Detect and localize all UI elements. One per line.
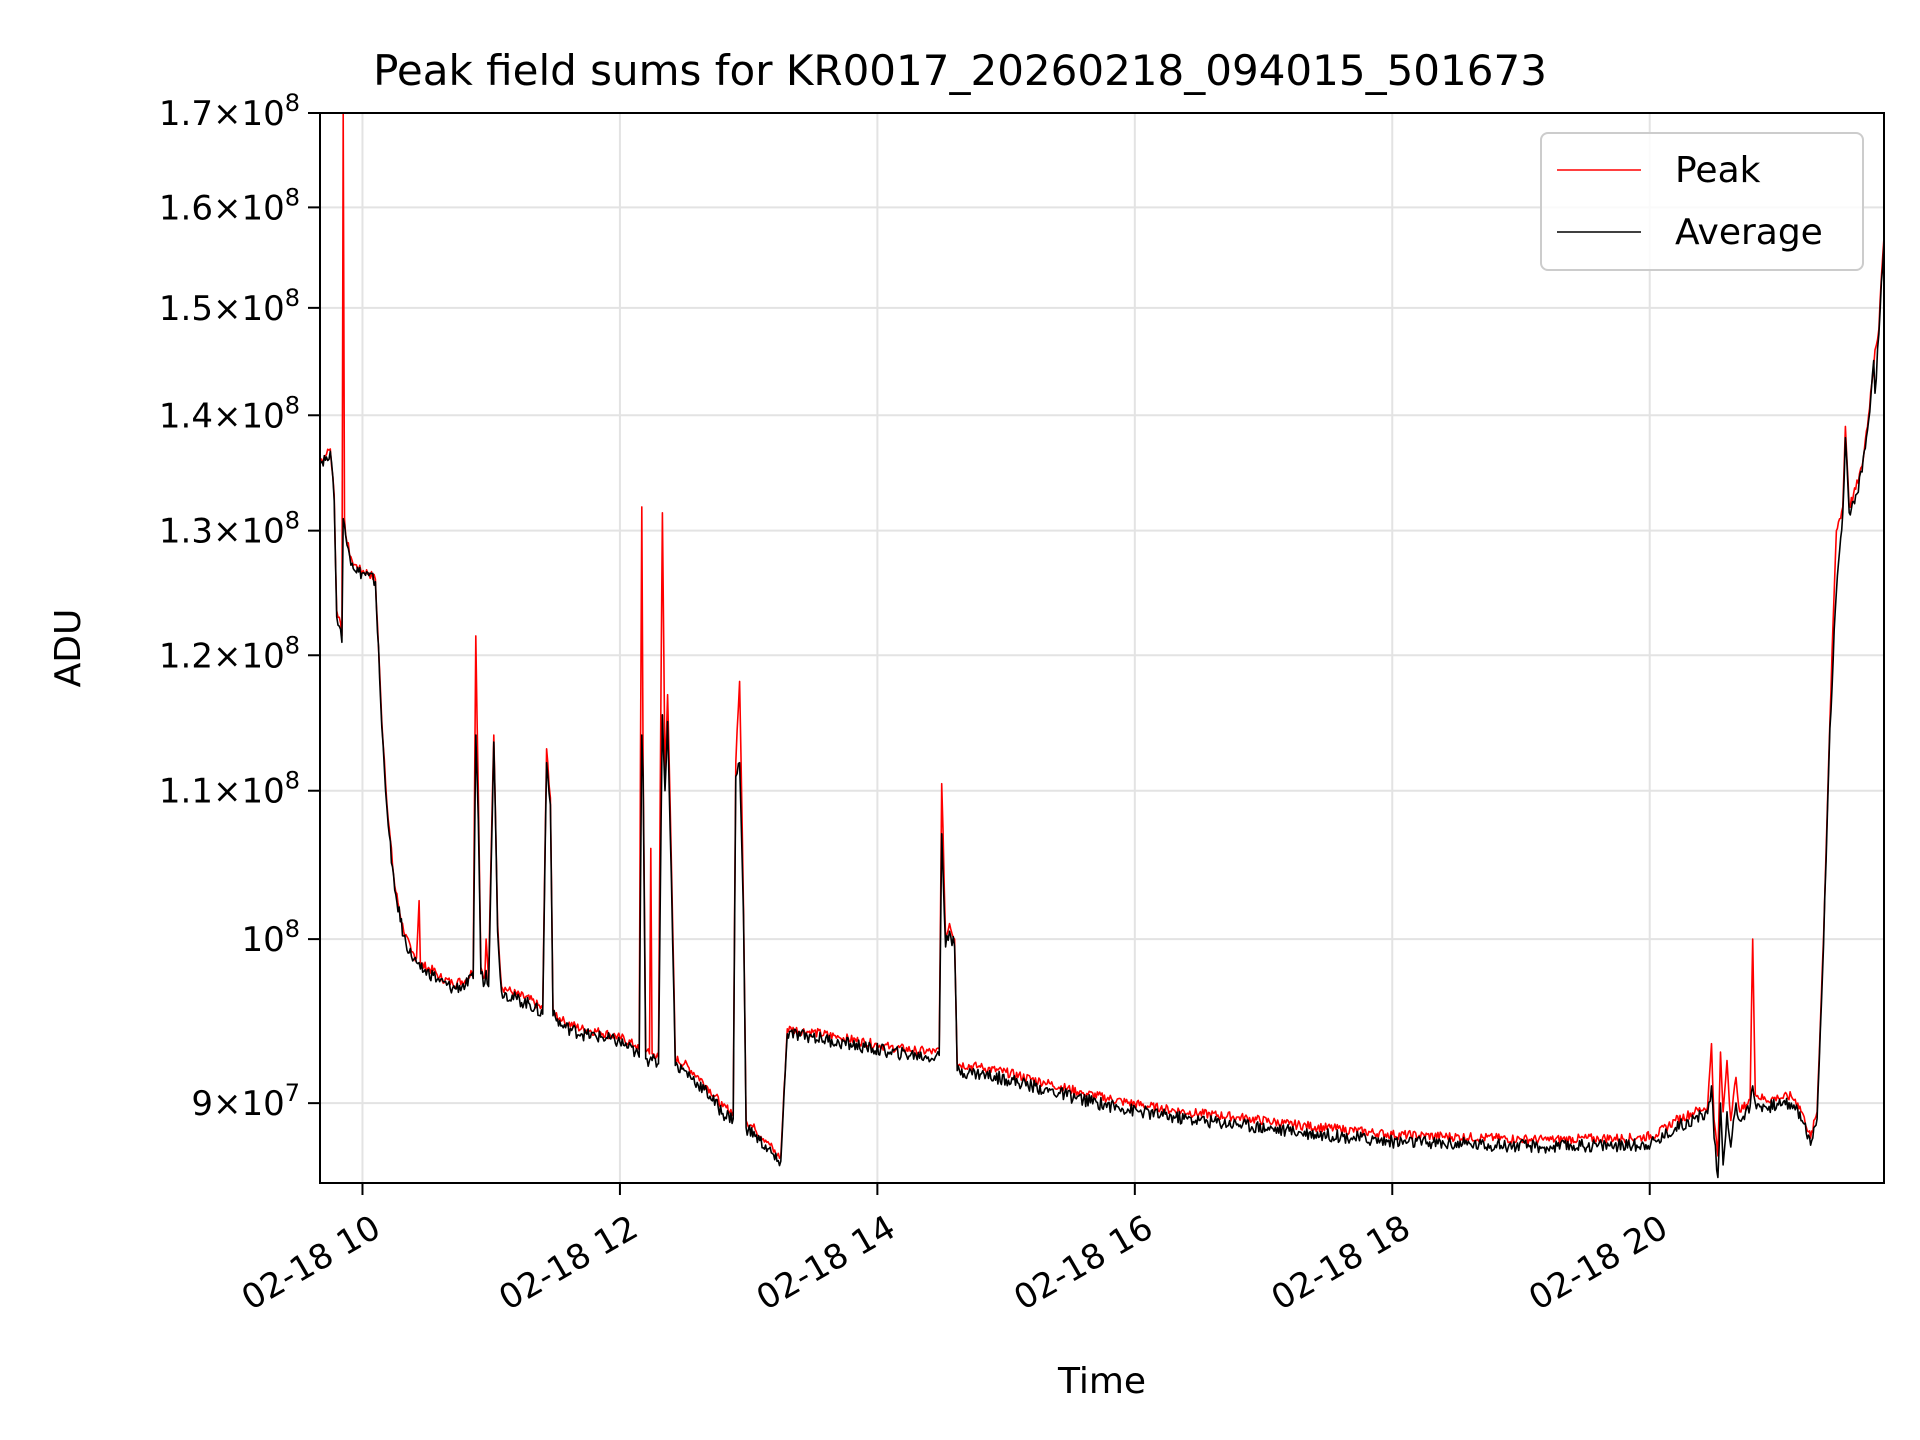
y-tick-label: 1.6×108 xyxy=(159,183,300,228)
y-tick-label: 1.3×108 xyxy=(159,507,300,552)
y-tick-label: 108 xyxy=(241,915,300,960)
plot-area xyxy=(320,113,1884,1183)
y-tick-label: 1.5×108 xyxy=(159,284,300,329)
legend-label-average: Average xyxy=(1675,212,1823,253)
y-tick-label: 1.2×108 xyxy=(159,631,300,676)
axes-frame xyxy=(319,112,1885,1184)
y-tick-label: 1.1×108 xyxy=(159,767,300,812)
x-axis-label: Time xyxy=(1057,1361,1146,1402)
legend-label-peak: Peak xyxy=(1675,150,1761,191)
y-axis-label: ADU xyxy=(48,609,89,688)
y-tick-label: 1.4×108 xyxy=(159,391,300,436)
series-lines xyxy=(320,113,1884,1179)
chart-title: Peak field sums for KR0017_20260218_0940… xyxy=(373,46,1547,95)
average-series-line xyxy=(320,241,1884,1179)
legend: Peak Average xyxy=(1540,132,1864,271)
y-tick-label: 1.7×108 xyxy=(159,89,300,134)
legend-box xyxy=(1540,132,1864,271)
y-axis-ticks: 9×107 108 1.1×108 1.2×108 1.3×108 1.4×108 1.5×… xyxy=(159,89,320,1124)
y-tick-label: 9×107 xyxy=(191,1079,300,1124)
